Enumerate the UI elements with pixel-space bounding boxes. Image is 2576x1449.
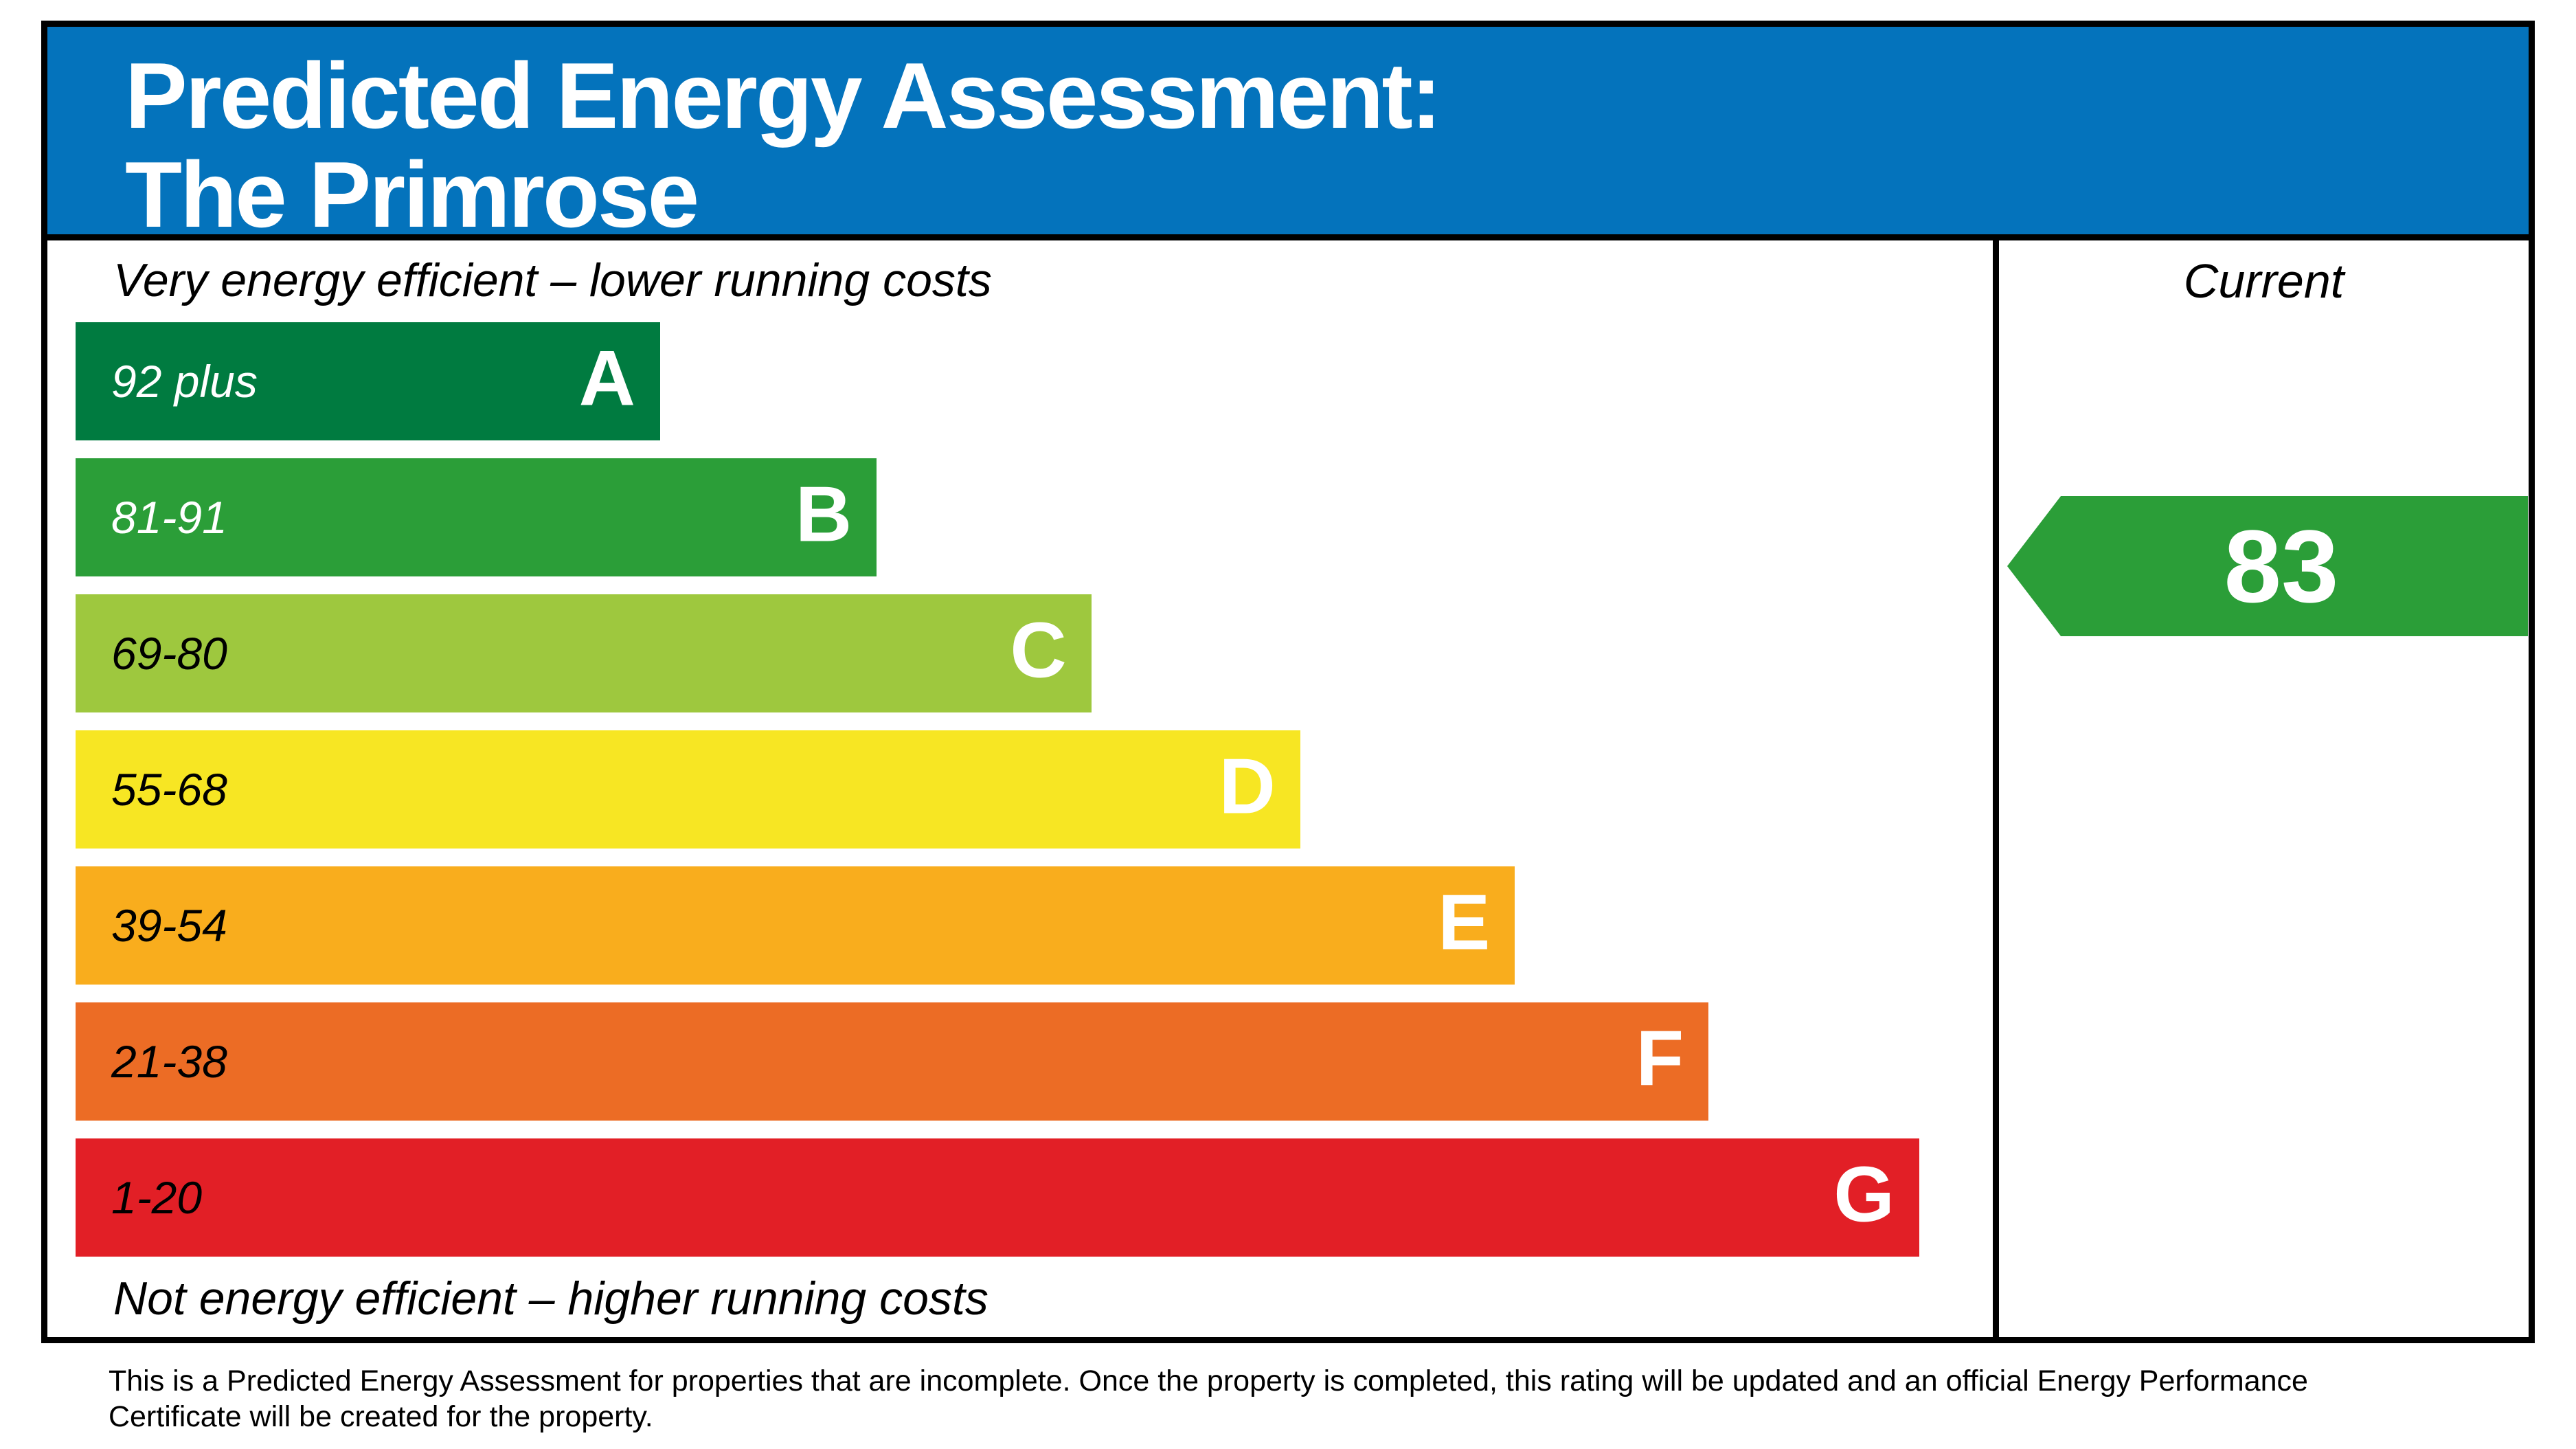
epc-chart: Predicted Energy Assessment: The Primros… — [41, 21, 2535, 1343]
band-row-a: 92 plus A — [76, 322, 660, 440]
footer-note: This is a Predicted Energy Assessment fo… — [109, 1363, 2506, 1435]
band-range-label: 81-91 — [111, 492, 227, 543]
band-row-d: 55-68 D — [76, 730, 1300, 849]
band-row-e: 39-54 E — [76, 866, 1515, 985]
band-range-label: 92 plus — [111, 356, 258, 407]
footer-note-line2: Certificate will be created for the prop… — [109, 1400, 653, 1434]
band-grade-letter: D — [1219, 743, 1276, 831]
band-grade-letter: A — [578, 335, 635, 423]
bottom-caption: Not energy efficient – higher running co… — [113, 1272, 988, 1325]
footer-note-line1: This is a Predicted Energy Assessment fo… — [109, 1364, 2308, 1397]
chart-header: Predicted Energy Assessment: The Primros… — [47, 27, 2529, 244]
band-row-b: 81-91 B — [76, 458, 877, 576]
band-grade-letter: F — [1636, 1015, 1684, 1103]
column-divider — [1993, 240, 1999, 1337]
current-column-header: Current — [2183, 254, 2345, 308]
band-row-g: 1-20 G — [76, 1138, 1919, 1257]
band-row-c: 69-80 C — [76, 594, 1092, 712]
epc-bands: 92 plus A 81-91 B 69-80 C 55-68 D 39-54 … — [76, 322, 1992, 1274]
band-range-label: 69-80 — [111, 628, 227, 679]
current-rating-value: 83 — [2224, 508, 2339, 624]
band-row-f: 21-38 F — [76, 1002, 1709, 1121]
band-range-label: 55-68 — [111, 764, 227, 815]
page-title-line1: Predicted Energy Assessment: — [125, 43, 1442, 148]
page-title-line2: The Primrose — [125, 142, 699, 247]
band-range-label: 21-38 — [111, 1036, 227, 1087]
band-grade-letter: E — [1438, 879, 1491, 967]
page-title: Predicted Energy Assessment: The Primros… — [125, 43, 1442, 247]
band-range-label: 1-20 — [111, 1172, 203, 1223]
band-grade-letter: C — [1010, 607, 1067, 695]
band-range-label: 39-54 — [111, 900, 227, 951]
current-rating-arrow: 83 — [2007, 496, 2528, 636]
band-grade-letter: G — [1833, 1151, 1895, 1239]
top-caption: Very energy efficient – lower running co… — [113, 254, 992, 306]
band-grade-letter: B — [795, 471, 852, 559]
